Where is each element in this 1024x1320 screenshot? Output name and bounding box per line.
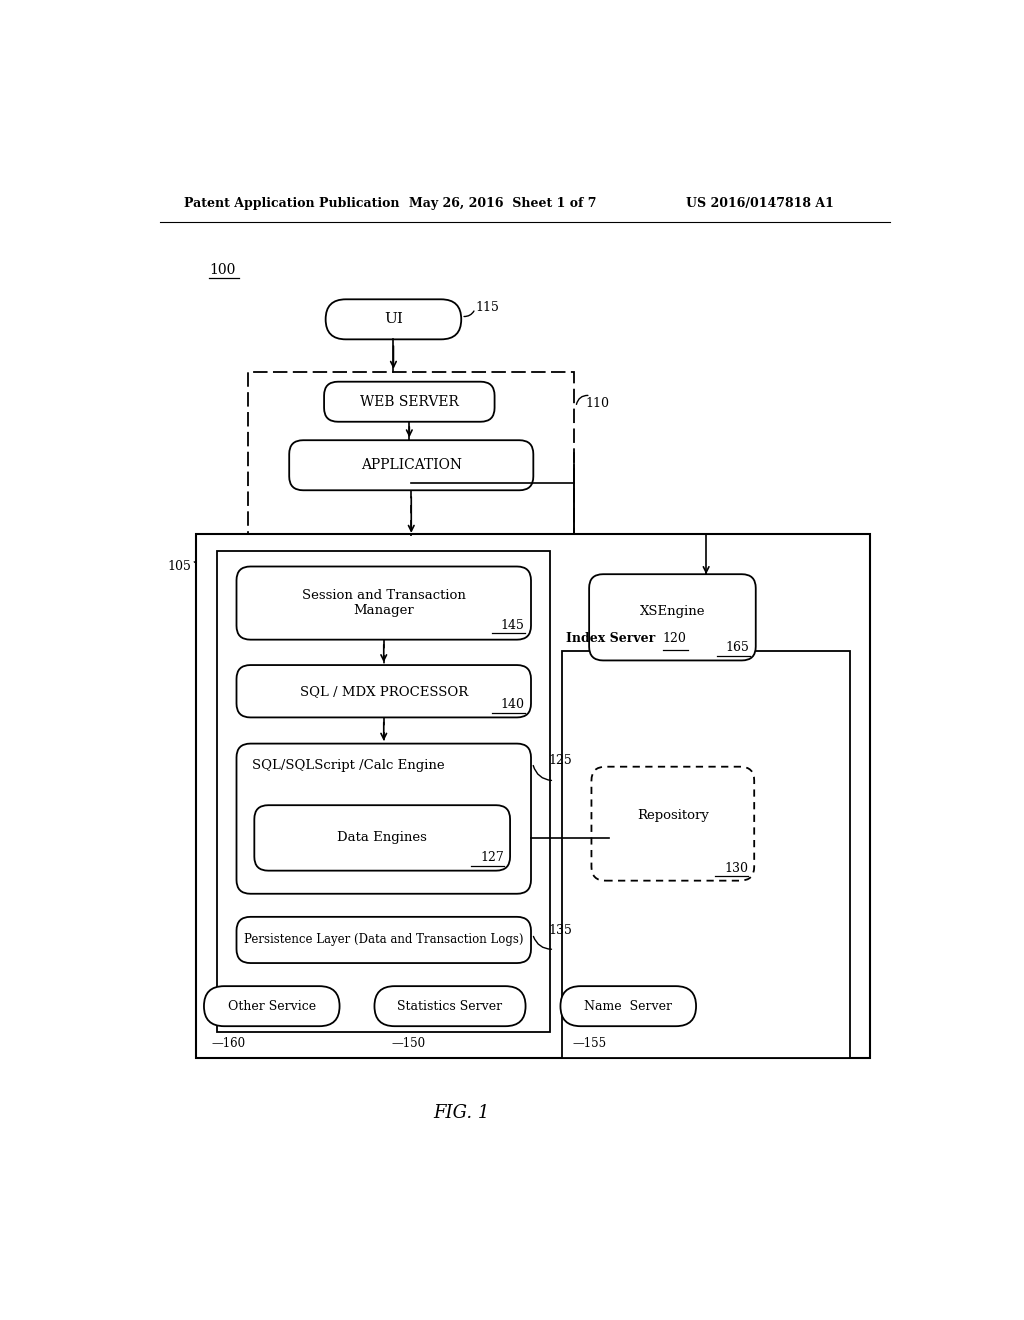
Text: SQL / MDX PROCESSOR: SQL / MDX PROCESSOR: [300, 685, 468, 698]
Text: 140: 140: [501, 698, 524, 711]
FancyBboxPatch shape: [237, 665, 531, 718]
FancyBboxPatch shape: [204, 986, 340, 1026]
Text: 165: 165: [726, 642, 750, 655]
Bar: [562, 651, 850, 1057]
Text: 115: 115: [475, 301, 499, 314]
Bar: [248, 372, 573, 535]
Text: Repository: Repository: [637, 809, 709, 822]
Text: 120: 120: [663, 632, 687, 645]
Text: Patent Application Publication: Patent Application Publication: [183, 197, 399, 210]
Text: 100: 100: [209, 263, 236, 277]
FancyBboxPatch shape: [560, 986, 696, 1026]
Text: Other Service: Other Service: [227, 999, 315, 1012]
Text: May 26, 2016  Sheet 1 of 7: May 26, 2016 Sheet 1 of 7: [409, 197, 596, 210]
Text: 145: 145: [501, 619, 524, 632]
Text: —160: —160: [212, 1036, 246, 1049]
FancyBboxPatch shape: [375, 986, 525, 1026]
FancyBboxPatch shape: [589, 574, 756, 660]
Text: Persistence Layer (Data and Transaction Logs): Persistence Layer (Data and Transaction …: [244, 933, 523, 946]
Text: 130: 130: [724, 862, 748, 875]
Text: 110: 110: [586, 397, 609, 409]
Text: UI: UI: [384, 313, 402, 326]
FancyBboxPatch shape: [289, 441, 534, 490]
Text: 127: 127: [480, 851, 504, 865]
Bar: [197, 535, 870, 1057]
Text: XSEngine: XSEngine: [640, 605, 706, 618]
FancyBboxPatch shape: [592, 767, 755, 880]
Text: 105: 105: [168, 560, 191, 573]
FancyBboxPatch shape: [237, 743, 531, 894]
Text: 135: 135: [548, 924, 572, 937]
Bar: [217, 552, 550, 1032]
Text: Statistics Server: Statistics Server: [397, 999, 503, 1012]
Text: WEB SERVER: WEB SERVER: [359, 395, 459, 409]
Text: Index Server: Index Server: [566, 632, 655, 645]
Text: US 2016/0147818 A1: US 2016/0147818 A1: [686, 197, 834, 210]
Text: Session and Transaction
Manager: Session and Transaction Manager: [302, 589, 466, 616]
Text: —150: —150: [391, 1036, 426, 1049]
FancyBboxPatch shape: [324, 381, 495, 422]
FancyBboxPatch shape: [254, 805, 510, 871]
Text: SQL/SQLScript /Calc Engine: SQL/SQLScript /Calc Engine: [252, 759, 444, 772]
Text: FIG. 1: FIG. 1: [433, 1105, 489, 1122]
FancyBboxPatch shape: [237, 566, 531, 640]
Text: Name  Server: Name Server: [585, 999, 673, 1012]
Text: Data Engines: Data Engines: [337, 832, 427, 845]
Text: 125: 125: [548, 754, 571, 767]
FancyBboxPatch shape: [326, 300, 461, 339]
Text: APPLICATION: APPLICATION: [360, 458, 462, 473]
FancyBboxPatch shape: [237, 917, 531, 964]
Text: —155: —155: [572, 1036, 606, 1049]
